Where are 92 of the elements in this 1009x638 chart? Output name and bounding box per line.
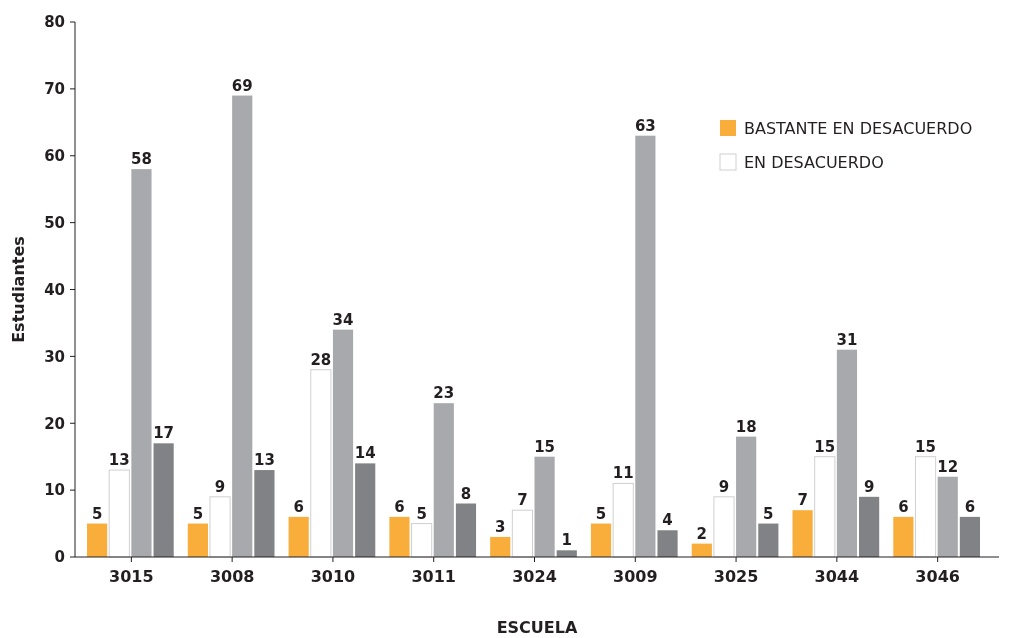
bar <box>534 456 555 557</box>
y-tick-label: 0 <box>54 548 65 567</box>
data-label: 17 <box>153 424 175 443</box>
data-label: 3 <box>495 517 506 536</box>
data-label: 34 <box>332 310 354 329</box>
data-label: 15 <box>814 437 836 456</box>
data-label: 4 <box>662 511 673 530</box>
bar <box>288 516 309 557</box>
legend-label: EN DESACUERDO <box>744 152 884 172</box>
data-label: 5 <box>595 504 607 523</box>
data-label: 1 <box>561 531 572 550</box>
legend-label: BASTANTE EN DESACUERDO <box>744 118 973 138</box>
data-label: 5 <box>763 504 774 523</box>
bar <box>131 169 152 557</box>
bar <box>411 523 433 558</box>
data-label: 6 <box>394 497 405 516</box>
y-tick-label: 10 <box>44 481 65 500</box>
x-tick-label: 3044 <box>814 567 860 586</box>
data-label: 69 <box>231 76 253 95</box>
data-label: 15 <box>915 437 936 456</box>
y-tick-label: 80 <box>44 13 65 32</box>
y-tick-label: 60 <box>44 147 65 165</box>
bar <box>792 510 813 557</box>
y-tick-label: 50 <box>44 213 65 232</box>
bar <box>893 516 914 557</box>
bar <box>736 436 757 557</box>
data-label: 18 <box>735 417 757 436</box>
bar <box>232 95 253 557</box>
data-label: 6 <box>898 497 909 516</box>
data-label: 28 <box>310 350 332 369</box>
x-axis-title: ESCUELA <box>496 618 578 637</box>
data-label: 5 <box>416 504 427 523</box>
data-label: 5 <box>192 504 204 523</box>
data-label: 9 <box>718 477 730 496</box>
data-label: 23 <box>433 384 455 403</box>
data-label: 31 <box>836 330 858 349</box>
data-label: 58 <box>131 150 152 169</box>
bar <box>455 503 477 557</box>
bar <box>859 496 880 557</box>
bar <box>657 530 678 557</box>
bar <box>153 443 174 557</box>
bar <box>713 496 735 558</box>
data-label: 7 <box>517 491 528 510</box>
bar <box>836 349 858 557</box>
data-label: 9 <box>863 477 875 496</box>
bar <box>635 135 656 557</box>
bar <box>355 463 376 557</box>
data-label: 6 <box>293 497 304 516</box>
y-axis-title: Estudiantes <box>9 236 28 343</box>
bar <box>959 516 980 557</box>
data-label: 5 <box>91 504 103 523</box>
y-tick-label: 70 <box>44 80 65 99</box>
x-tick-label: 3010 <box>310 567 356 586</box>
x-tick-label: 3025 <box>713 567 759 586</box>
y-tick-label: 40 <box>44 280 65 299</box>
x-tick-label: 3009 <box>613 567 658 586</box>
bar <box>612 482 634 558</box>
data-label: 2 <box>696 524 708 543</box>
data-label: 13 <box>108 451 130 470</box>
x-tick-label: 3008 <box>209 567 255 586</box>
y-tick-label: 20 <box>44 414 65 433</box>
x-tick-label: 3024 <box>512 567 557 586</box>
data-label: 11 <box>612 464 634 483</box>
data-label: 12 <box>937 457 959 476</box>
x-tick-label: 3011 <box>411 567 456 586</box>
x-tick-label: 3015 <box>109 567 154 586</box>
y-tick-label: 30 <box>44 347 65 366</box>
data-label: 7 <box>797 491 808 510</box>
bar <box>254 470 275 557</box>
bar <box>814 456 836 558</box>
bar <box>108 469 130 558</box>
bar <box>914 456 937 558</box>
bar <box>433 403 454 557</box>
bar <box>590 523 612 557</box>
bar <box>310 369 332 558</box>
data-label: 15 <box>534 437 556 456</box>
bar <box>389 516 410 557</box>
data-label: 6 <box>964 497 976 516</box>
data-label: 9 <box>214 477 226 496</box>
bar <box>511 509 533 558</box>
bar <box>758 523 779 557</box>
bar <box>87 523 108 557</box>
x-tick-label: 3046 <box>915 567 960 586</box>
bar <box>209 496 231 558</box>
bar <box>187 523 208 557</box>
data-label: 13 <box>253 451 275 470</box>
bar <box>937 476 958 557</box>
bar <box>490 536 511 557</box>
data-label: 8 <box>460 484 472 503</box>
data-label: 14 <box>354 444 376 463</box>
bar <box>332 329 354 557</box>
data-label: 63 <box>634 116 656 135</box>
